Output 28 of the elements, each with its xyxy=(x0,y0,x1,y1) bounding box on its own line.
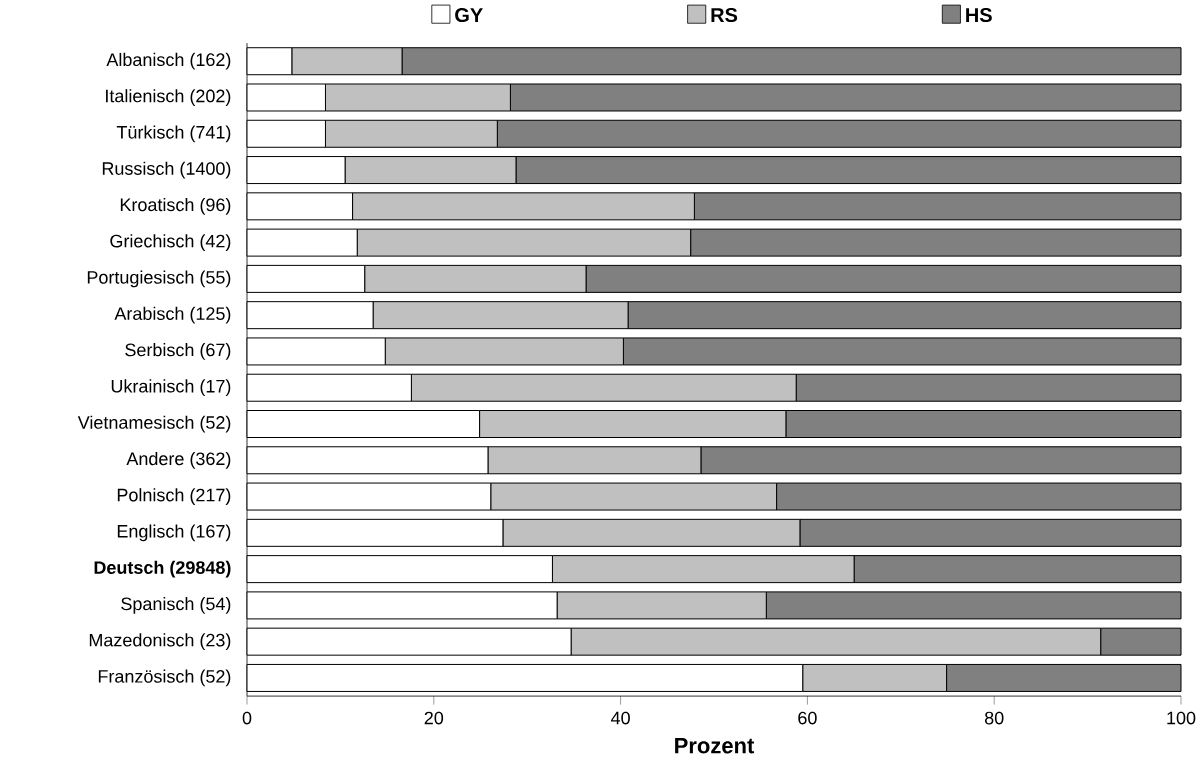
y-tick-label: Kroatisch (96) xyxy=(120,197,231,215)
x-tick-label: 20 xyxy=(424,711,444,725)
y-tick-label: Mazedonisch (23) xyxy=(89,633,231,651)
y-tick-label: Arabisch (125) xyxy=(114,306,231,324)
y-tick-label: Polnisch (217) xyxy=(117,488,231,505)
y-tick-label: Französisch (52) xyxy=(98,669,231,687)
x-tick-label: 80 xyxy=(984,711,1004,725)
y-tick-label: Englisch (167) xyxy=(117,524,231,542)
y-tick-label: Spanisch (54) xyxy=(121,596,231,614)
x-axis-title: Prozent xyxy=(675,738,755,754)
y-tick-label: Türkisch (741) xyxy=(116,125,231,143)
y-tick-label: Portugiesisch (55) xyxy=(87,270,231,288)
legend-label: RS xyxy=(711,7,738,23)
y-tick-label: Russisch (1400) xyxy=(102,161,231,179)
y-tick-label: Serbisch (67) xyxy=(125,343,231,360)
x-tick-label: 0 xyxy=(242,711,252,725)
y-tick-label: Andere (362) xyxy=(126,451,231,469)
y-tick-label: Griechisch (42) xyxy=(110,234,231,251)
y-tick-label: Albanisch (162) xyxy=(106,52,231,70)
x-tick-label: 60 xyxy=(798,711,817,725)
x-tick-label: 100 xyxy=(1167,711,1196,725)
y-tick-label: Deutsch (29848) xyxy=(94,560,231,578)
x-tick-label: 40 xyxy=(611,711,630,725)
y-tick-label: Ukrainisch (17) xyxy=(111,379,231,397)
y-tick-label: Italienisch (202) xyxy=(106,89,231,106)
legend-label: HS xyxy=(966,7,992,23)
y-tick-label: Vietnamesisch (52) xyxy=(77,415,231,433)
legend-label: GY xyxy=(455,7,483,23)
